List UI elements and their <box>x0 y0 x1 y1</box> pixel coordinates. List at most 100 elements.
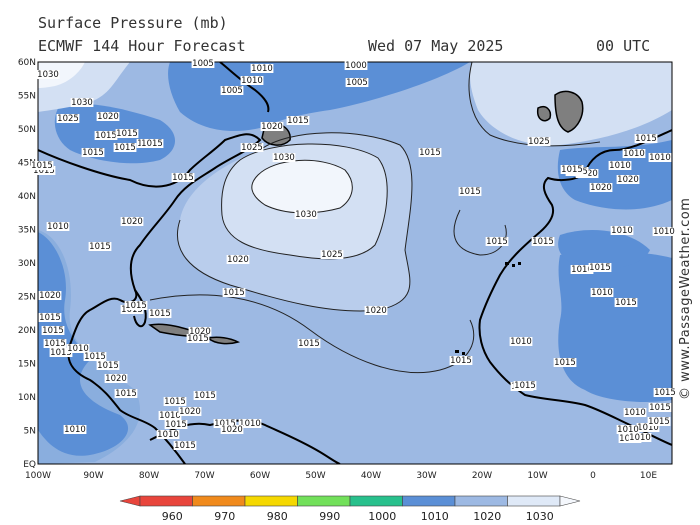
isobar-label: 1015 <box>298 339 320 349</box>
isobar-label-bg <box>344 61 368 70</box>
isobar-label-bg <box>345 78 369 87</box>
map-title: Surface Pressure (mb) <box>38 14 228 32</box>
isobar-label: 1015 <box>50 348 72 358</box>
isobar-label-bg <box>240 143 264 152</box>
isobar-label: 1015 <box>654 388 676 398</box>
pressure-band-1005-1010-sahara <box>558 230 650 269</box>
isobar-label-bg <box>260 122 284 131</box>
isobar-label: 1015 <box>554 358 576 368</box>
isobar-label-bg <box>114 389 138 398</box>
latitude-label: 10N <box>18 393 36 403</box>
colorbar-segment <box>244 495 298 507</box>
isobar-label: 1020 <box>261 122 283 132</box>
isobar-label-bg <box>178 407 202 416</box>
isobar-label: 1015 <box>187 334 209 344</box>
isobar-label-bg <box>163 397 187 406</box>
isobar-label: 1015 <box>114 143 136 153</box>
isobar-label: 1020 <box>221 425 243 435</box>
isobar-label-bg <box>193 391 217 400</box>
isobar-label: 1010 <box>617 425 639 435</box>
isobar-label: 1020 <box>179 407 201 417</box>
isobar-label: 1015 <box>31 161 53 171</box>
latitude-label: 20N <box>18 326 36 336</box>
isobar-label: 1010 <box>624 408 646 418</box>
colorbar-label: 980 <box>267 510 288 523</box>
longitude-label: 10W <box>527 471 547 481</box>
isobar-label: 1010 <box>637 423 659 433</box>
longitude-label: 80W <box>139 471 159 481</box>
isobar-label-bg <box>88 242 112 251</box>
longitude-labels: 100W 90W 80W 70W 60W 50W 40W 30W 20W 10W 0 10E <box>25 471 657 481</box>
longitude-label: 10E <box>640 471 657 481</box>
colorbar-label: 1010 <box>421 510 449 523</box>
isobar-label-bg <box>622 149 646 158</box>
pressure-band-1005-1010-mexico <box>38 232 129 456</box>
isobar-label: 1010 <box>251 64 273 74</box>
isobar-label-bg <box>156 430 180 439</box>
isobar-label: 1015 <box>514 381 536 391</box>
isobar-label: 1015 <box>194 391 216 401</box>
isobar-label: 1015 <box>561 165 583 175</box>
isobar-label-bg <box>614 298 638 307</box>
isobar-label-bg <box>186 334 210 343</box>
isobar-label: 1005 <box>192 59 214 69</box>
isobar-label-bg <box>449 356 473 365</box>
isobar-label-bg <box>623 408 647 417</box>
isobar-label-bg <box>527 137 551 146</box>
isobar-label-bg <box>648 403 672 412</box>
isobar-label-bg <box>220 86 244 95</box>
model-forecast-label: ECMWF 144 Hour Forecast <box>38 37 246 55</box>
isobar-label: 1010 <box>157 430 179 440</box>
latitude-label: 35N <box>18 226 36 236</box>
forecast-date: Wed 07 May 2025 <box>368 37 504 55</box>
isobar-label: 1030 <box>295 210 317 220</box>
isobar-label: 1015 <box>223 288 245 298</box>
isobar-label: 1010 <box>591 288 613 298</box>
isobar-label: 1020 <box>227 255 249 265</box>
isobar-label-bg <box>104 374 128 383</box>
isobar-label-bg <box>191 59 215 68</box>
colorbar-label: 1000 <box>368 510 396 523</box>
forecast-time: 00 UTC <box>596 37 651 55</box>
isobar-label: 1015 <box>174 441 196 451</box>
isobar-label: 1005 <box>346 78 368 88</box>
isobar-label-bg <box>250 64 274 73</box>
isobar-label-bg <box>171 173 195 182</box>
isobar-label: 1015 <box>89 242 111 252</box>
colorbar-label: 960 <box>162 510 183 523</box>
isobar-label-bg <box>213 419 237 428</box>
isobar-label-bg <box>513 381 537 390</box>
isobar-label: 1015 <box>172 173 194 183</box>
isobar-label-bg <box>43 339 67 348</box>
isobar-label: 1010 <box>159 411 181 421</box>
isobar-1015-ne <box>468 62 601 147</box>
colorbar-label: 1020 <box>473 510 501 523</box>
isobar-label-bg <box>49 348 73 357</box>
isobar-label: 1010 <box>64 425 86 435</box>
isobar-label-bg <box>238 419 262 428</box>
isobar-label: 1010 <box>239 419 261 429</box>
isobar-label-bg <box>610 226 634 235</box>
isobar-label-bg <box>115 129 139 138</box>
isobar-label: 1020 <box>97 112 119 122</box>
isobar-label-bg <box>38 291 62 300</box>
isobar-label-bg <box>66 344 90 353</box>
isobar-label-bg <box>41 326 65 335</box>
colorbar-label: 990 <box>319 510 340 523</box>
isobar-label-bg <box>158 411 182 420</box>
isobar-label: 1015 <box>95 131 117 141</box>
longitude-label: 90W <box>83 471 103 481</box>
pressure-colorbar: 960 970 980 990 1000 1010 1020 1030 <box>119 495 581 523</box>
uk-island <box>554 90 584 133</box>
colorbar-segment <box>192 495 246 507</box>
isobar-label: 1015 <box>149 309 171 319</box>
isobar-label-bg <box>188 327 212 336</box>
isobar-label-bg <box>81 148 105 157</box>
isobar-label-bg <box>113 143 137 152</box>
isobar-label: 1010 <box>629 433 651 443</box>
isobar-label: 1025 <box>241 143 263 153</box>
isobar-labels: 1030103010251020101510151015101010051010… <box>30 59 677 451</box>
isobar-label: 1010 <box>653 227 675 237</box>
colorbar-label: 970 <box>214 510 235 523</box>
south-america-coast <box>149 419 341 464</box>
